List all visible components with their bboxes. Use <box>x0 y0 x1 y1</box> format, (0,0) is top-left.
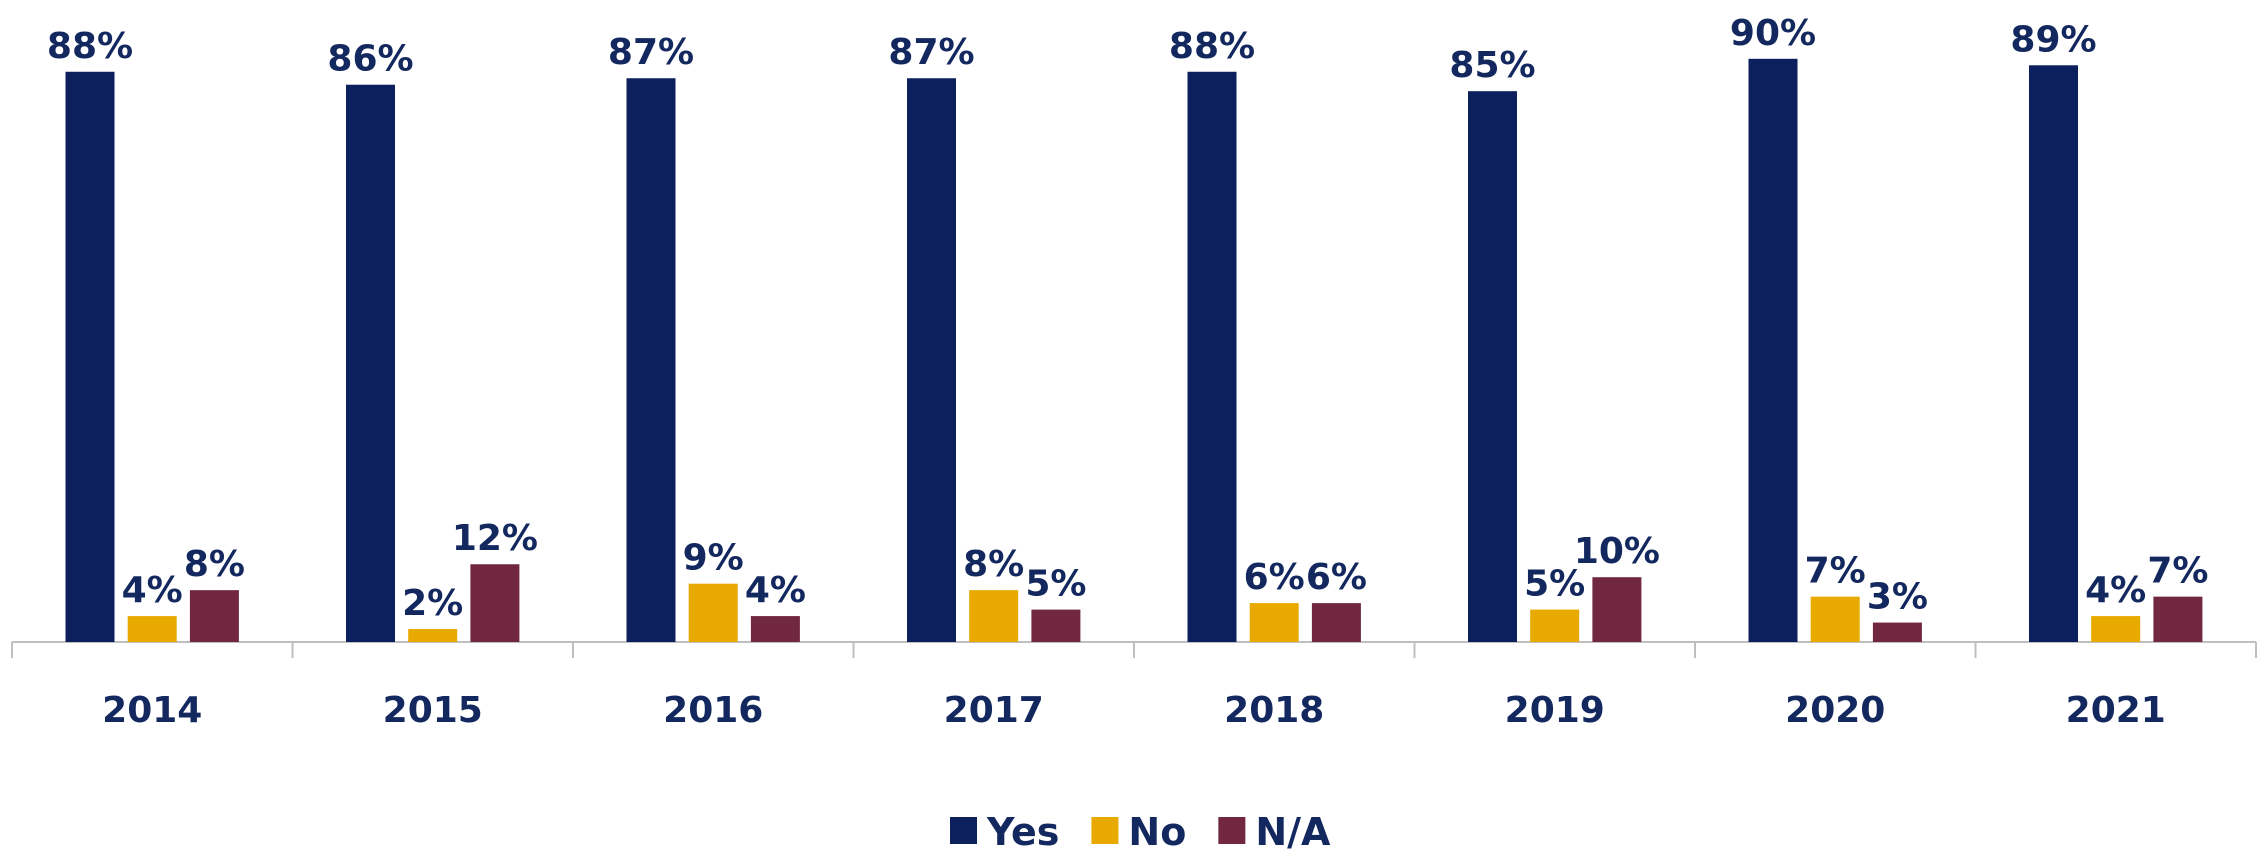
data-label: 85% <box>1449 45 1535 86</box>
x-tick-label: 2020 <box>1785 690 1885 731</box>
bar <box>1530 609 1580 642</box>
bar <box>1872 622 1922 642</box>
data-label: 89% <box>2010 19 2096 60</box>
bar <box>127 616 177 642</box>
data-label: 86% <box>327 39 413 80</box>
legend-swatch <box>950 817 977 844</box>
data-label: 3% <box>1867 577 1928 618</box>
data-label: 88% <box>1169 26 1255 67</box>
data-label: 5% <box>1524 564 1585 605</box>
bar <box>1748 58 1798 643</box>
bar <box>408 629 458 642</box>
x-tick-label: 2015 <box>383 690 483 731</box>
bar <box>2091 616 2141 642</box>
bar <box>1311 603 1361 642</box>
legend-label: No <box>1128 810 1186 854</box>
data-label: 9% <box>683 538 744 579</box>
data-label: 87% <box>888 32 974 73</box>
data-label: 4% <box>745 570 806 611</box>
legend-swatch <box>1218 817 1246 844</box>
bar <box>688 583 738 642</box>
bar <box>1468 91 1517 642</box>
data-label: 2% <box>402 583 463 624</box>
bar <box>1249 603 1299 642</box>
bar <box>907 78 956 643</box>
data-label: 87% <box>608 32 694 73</box>
bar <box>750 616 800 642</box>
data-label: 7% <box>1805 551 1866 592</box>
bar <box>2029 65 2078 642</box>
data-label: 4% <box>2085 570 2146 611</box>
bar <box>470 564 520 642</box>
x-tick-label: 2021 <box>2066 690 2166 731</box>
x-tick-label: 2014 <box>102 690 202 731</box>
legend-label: Yes <box>986 810 1059 854</box>
bar <box>65 71 115 642</box>
bar <box>1031 609 1081 642</box>
data-label: 8% <box>184 544 245 585</box>
legend-swatch <box>1091 817 1119 844</box>
data-label: 8% <box>963 544 1024 585</box>
legend-label: N/A <box>1255 810 1331 854</box>
x-tick-label: 2016 <box>663 690 763 731</box>
bar <box>1592 577 1642 642</box>
data-label: 7% <box>2147 551 2208 592</box>
data-label: 12% <box>452 518 538 559</box>
bar <box>969 590 1019 642</box>
bar <box>626 78 676 643</box>
bar <box>346 84 395 643</box>
bar <box>189 590 239 642</box>
data-label: 6% <box>1306 557 1367 598</box>
bar <box>2153 596 2203 642</box>
data-label: 88% <box>47 26 133 67</box>
x-tick-label: 2017 <box>944 690 1044 731</box>
data-label: 90% <box>1730 13 1816 54</box>
x-tick-label: 2018 <box>1224 690 1324 731</box>
bar <box>1810 596 1860 642</box>
data-label: 6% <box>1244 557 1305 598</box>
bar <box>1187 71 1237 642</box>
data-label: 5% <box>1025 564 1086 605</box>
data-label: 10% <box>1574 531 1660 572</box>
data-label: 4% <box>122 570 183 611</box>
x-tick-label: 2019 <box>1505 690 1605 731</box>
